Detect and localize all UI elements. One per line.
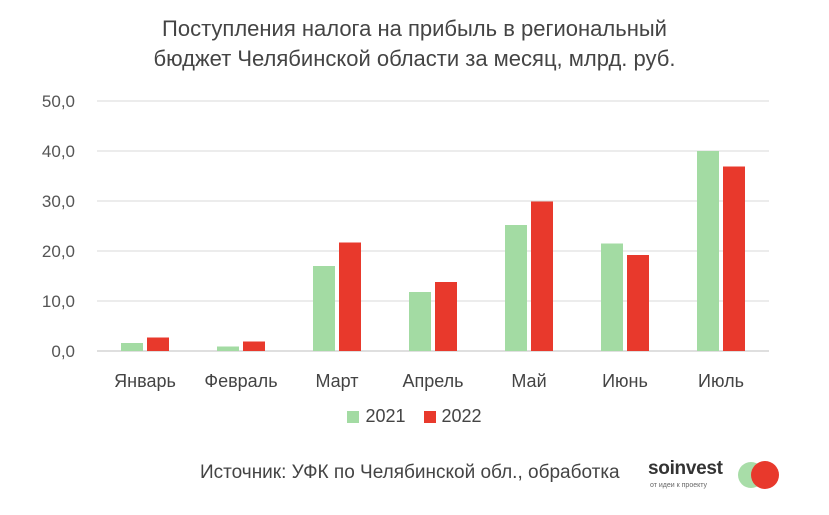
brand-block: soinvest от идеи к проекту xyxy=(648,458,788,494)
bar-2021-5 xyxy=(601,243,623,351)
y-tick-label: 0,0 xyxy=(51,342,75,361)
bar-chart: 0,0 10,0 20,0 30,0 40,0 50,0 Январь Февраль Март… xyxy=(42,92,769,391)
legend-label-2021: 2021 xyxy=(365,406,406,426)
chart-title-line2: бюджет Челябинской области за месяц, млр… xyxy=(153,46,676,71)
x-category-label: Июнь xyxy=(602,371,648,391)
brand-tagline: от идеи к проекту xyxy=(650,482,708,489)
y-tick-label: 30,0 xyxy=(42,192,75,211)
chart-title: Поступления налога на прибыль в регионал… xyxy=(0,14,829,74)
bar-2021-3 xyxy=(409,292,431,351)
x-category-label: Май xyxy=(511,371,546,391)
x-category-label: Июль xyxy=(698,371,744,391)
brand-logo-icon xyxy=(738,461,779,489)
legend-swatch-2021 xyxy=(347,410,360,423)
y-tick-label: 50,0 xyxy=(42,92,75,111)
x-category-label: Февраль xyxy=(204,371,277,391)
x-category-label: Март xyxy=(315,371,358,391)
legend-label-2022: 2022 xyxy=(441,406,482,426)
bar-2021-4 xyxy=(505,225,527,351)
bar-2022-6 xyxy=(723,166,745,351)
bar-2021-1 xyxy=(217,346,239,351)
bar-2021-2 xyxy=(313,266,335,351)
y-tick-label: 20,0 xyxy=(42,242,75,261)
brand-name: soinvest xyxy=(648,458,723,479)
bar-2022-0 xyxy=(147,337,169,351)
chart-title-line1: Поступления налога на прибыль в регионал… xyxy=(162,16,667,41)
source-note: Источник: УФК по Челябинской обл., обраб… xyxy=(200,462,620,483)
bar-2022-4 xyxy=(531,201,553,351)
legend-item-2021: 2021 xyxy=(347,406,406,427)
legend-item-2022: 2022 xyxy=(423,406,482,427)
x-category-label: Апрель xyxy=(402,371,463,391)
bar-2021-0 xyxy=(121,343,143,351)
bar-2022-1 xyxy=(243,341,265,351)
y-tick-label: 10,0 xyxy=(42,292,75,311)
brand-logo-red-circle xyxy=(751,461,779,489)
legend: 2021 2022 xyxy=(0,406,829,427)
bar-2022-2 xyxy=(339,242,361,351)
x-category-label: Январь xyxy=(114,371,176,391)
bar-2022-5 xyxy=(627,255,649,351)
bar-2022-3 xyxy=(435,282,457,351)
bar-2021-6 xyxy=(697,151,719,351)
legend-swatch-2022 xyxy=(423,410,436,423)
y-tick-label: 40,0 xyxy=(42,142,75,161)
